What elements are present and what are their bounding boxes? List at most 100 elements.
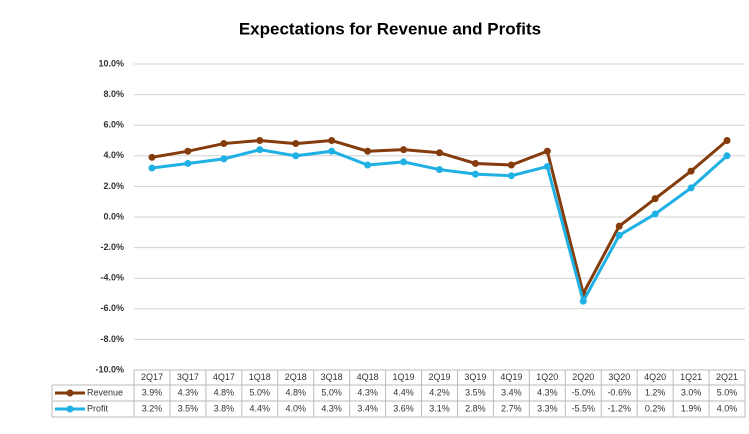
data-point [687,184,695,192]
data-point [148,153,156,161]
data-point [723,152,731,160]
x-tick-label: 3Q18 [321,372,343,382]
data-point [651,195,659,203]
x-tick-label: 2Q19 [428,372,450,382]
table-value: 3.0% [681,387,702,397]
y-tick-label: -10.0% [95,364,124,374]
data-point [436,149,443,157]
data-point [615,231,623,239]
table-value: 0.2% [645,403,666,413]
data-point [507,172,515,180]
table-value: 4.3% [357,387,378,397]
x-tick-label: 1Q19 [393,372,415,382]
y-tick-label: -6.0% [100,303,124,313]
data-point [471,170,479,178]
table-value: 4.0% [285,403,306,413]
data-point [723,137,731,144]
data-point [687,167,695,175]
table-value: 3.2% [142,403,163,413]
table-value: 4.3% [321,403,342,413]
table-value: -0.6% [607,387,631,397]
table-value: 4.2% [429,387,450,397]
data-point [471,159,479,167]
data-point [364,147,372,155]
table-value: -1.2% [607,403,631,413]
table-value: 2.7% [501,403,522,413]
table-value: 3.1% [429,403,450,413]
table-value: 5.0% [321,387,342,397]
y-tick-label: 8.0% [103,89,124,99]
data-point [615,222,623,230]
x-tick-label: 4Q20 [644,372,666,382]
x-tick-label: 2Q17 [141,372,163,382]
data-point [328,147,336,155]
data-point [364,161,372,169]
table-value: 1.9% [681,403,702,413]
data-point [579,297,587,305]
data-point [256,137,264,144]
data-point [400,146,408,154]
x-tick-label: 2Q20 [572,372,594,382]
data-point [436,166,443,174]
table-value: 4.3% [178,387,199,397]
data-point [220,155,228,163]
y-tick-label: 10.0% [98,58,124,68]
table-value: 4.8% [214,387,235,397]
table-value: 2.8% [465,403,486,413]
data-point [543,163,551,171]
data-point [543,147,551,155]
legend-marker [66,389,74,397]
table-value: 3.4% [357,403,378,413]
data-point [400,158,408,166]
legend-label: Profit [87,403,109,413]
x-tick-label: 1Q20 [536,372,558,382]
data-point [328,137,336,144]
y-tick-label: -4.0% [100,273,124,283]
table-value: 3.5% [465,387,486,397]
x-tick-label: 1Q21 [680,372,702,382]
data-point [184,159,192,167]
chart-title: Expectations for Revenue and Profits [239,19,541,38]
x-tick-label: 2Q18 [285,372,307,382]
table-value: 3.9% [142,387,163,397]
x-tick-label: 3Q19 [464,372,486,382]
table-value: 3.4% [501,387,522,397]
table-value: 4.8% [285,387,306,397]
y-tick-label: 4.0% [103,150,124,160]
table-value: -5.5% [572,403,596,413]
x-tick-label: 4Q17 [213,372,235,382]
data-point [651,210,659,218]
table-value: -5.0% [572,387,596,397]
table-value: 3.3% [537,403,558,413]
data-point [256,146,264,154]
y-tick-label: 2.0% [103,181,124,191]
y-tick-label: 6.0% [103,120,124,130]
table-value: 4.4% [393,387,414,397]
data-point [148,164,156,172]
table-value: 5.0% [250,387,271,397]
data-point [184,147,192,155]
table-value: 3.8% [214,403,235,413]
data-point [220,140,228,148]
x-tick-label: 1Q18 [249,372,271,382]
table-value: 5.0% [717,387,738,397]
table-value: 1.2% [645,387,666,397]
table-value: 4.3% [537,387,558,397]
data-point [292,152,300,160]
data-point [292,140,300,148]
legend-label: Revenue [87,387,123,397]
y-tick-label: -8.0% [100,334,124,344]
y-tick-label: 0.0% [103,211,124,221]
x-tick-label: 3Q20 [608,372,630,382]
x-tick-label: 2Q21 [716,372,738,382]
data-point [507,161,515,169]
table-value: 3.5% [178,403,199,413]
table-value: 4.0% [717,403,738,413]
y-tick-label: -2.0% [100,242,124,252]
x-tick-label: 4Q19 [500,372,522,382]
table-value: 3.6% [393,403,414,413]
table-value: 4.4% [250,403,271,413]
x-tick-label: 3Q17 [177,372,199,382]
x-tick-label: 4Q18 [357,372,379,382]
